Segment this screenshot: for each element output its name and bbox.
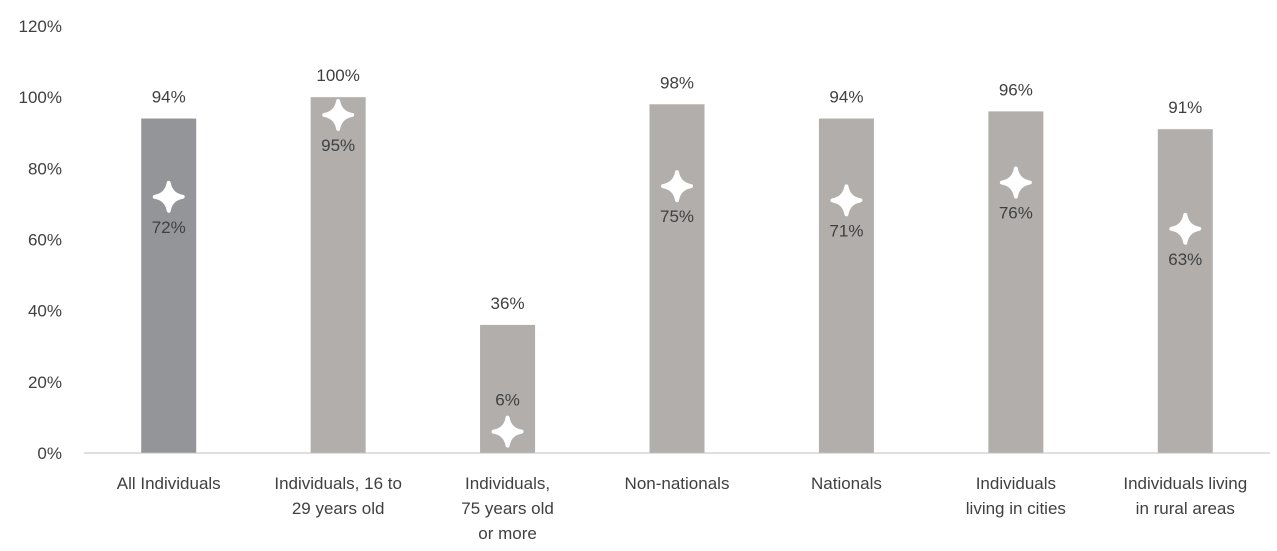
x-category-label-line: Individuals, 16 to [274,474,402,493]
x-category-label-line: in rural areas [1136,499,1235,518]
bar-value-label: 94% [829,88,863,107]
x-category-label-line: Non-nationals [625,474,730,493]
x-category-label: Individuals living in rural areas [1123,474,1247,518]
marker-point [830,184,863,217]
y-tick-label: 60% [28,231,62,250]
x-category-label-line: 75 years old [461,499,554,518]
x-axis-category-labels: All Individuals Individuals, 16 to 29 year… [117,474,1247,543]
x-category-label-line: Individuals [976,474,1056,493]
x-category-label: Non-nationals [625,474,730,493]
x-category-label-line: Individuals living [1123,474,1247,493]
marker-point [1169,212,1202,245]
marker-value-label: 63% [1168,250,1202,269]
x-category-label-line: or more [478,524,537,543]
marker-point [322,98,355,131]
bar [1157,129,1213,454]
marker-value-label: 75% [660,207,694,226]
y-axis-ticks: 0% 20% 40% 60% 80% 100% 120% [19,17,62,463]
bar-value-label: 36% [491,294,525,313]
bar [310,97,366,454]
bar [988,111,1044,454]
marker-value-label: 95% [321,136,355,155]
y-tick-label: 100% [19,88,62,107]
marker-point [152,180,185,213]
marker-value-label: 71% [829,221,863,240]
marker-point [661,170,693,203]
y-tick-label: 120% [19,17,62,36]
bar [649,104,705,454]
marker-value-label: 6% [495,391,520,410]
marker-point [491,415,524,448]
marker-value-label: 76% [999,204,1033,223]
bar [818,118,874,454]
bar-value-label: 94% [152,88,186,107]
x-category-label: Nationals [811,474,882,493]
markers [152,98,1202,448]
marker-point [999,166,1032,199]
x-category-label-line: 29 years old [292,499,385,518]
x-category-label: All Individuals [117,474,221,493]
y-tick-label: 40% [28,302,62,321]
bar-value-label: 91% [1168,98,1202,117]
x-category-label: Individuals, 16 to 29 years old [274,474,402,518]
x-category-label-line: All Individuals [117,474,221,493]
y-tick-label: 0% [37,444,62,463]
bar-value-label: 100% [316,66,359,85]
bar [141,118,197,454]
bars [141,97,1213,454]
y-tick-label: 80% [28,159,62,178]
x-category-label-line: Nationals [811,474,882,493]
marker-value-label: 72% [152,218,186,237]
x-category-label-line: living in cities [966,499,1066,518]
x-category-label: Individuals living in cities [966,474,1066,518]
x-category-label: Individuals, 75 years old or more [461,474,554,543]
data-labels: 94% 72% 100% 95% 36% 6% 98% 75% 94% 71% 96% 76% 91% 6… [152,66,1203,409]
bar-value-label: 96% [999,80,1033,99]
x-category-label-line: Individuals, [465,474,550,493]
bar-value-label: 98% [660,73,694,92]
y-tick-label: 20% [28,373,62,392]
